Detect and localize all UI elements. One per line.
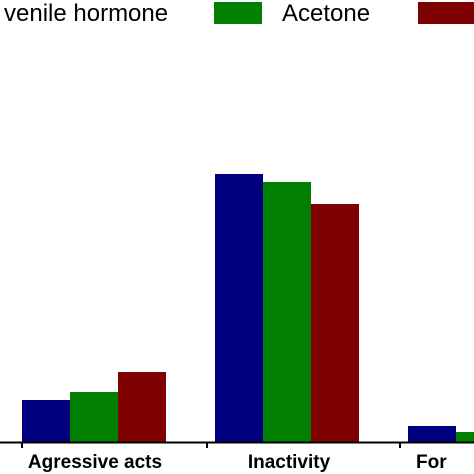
- legend-swatch-third-series: [418, 2, 474, 24]
- bar-for-series-0: [408, 426, 456, 442]
- legend-label-acetone: Acetone: [282, 0, 370, 27]
- bar-agressive-acts-series-2: [118, 372, 166, 442]
- tick-label-for: For: [416, 452, 447, 473]
- bar-inactivity-series-0: [215, 174, 263, 442]
- legend-swatch-acetone: [214, 2, 262, 24]
- bar-agressive-acts-series-1: [70, 392, 118, 442]
- tick-label-agressive-acts: Agressive acts: [28, 452, 162, 473]
- bars-group: [22, 174, 474, 442]
- x-axis-tick-labels: Agressive acts Inactivity For: [28, 452, 447, 473]
- bar-agressive-acts-series-0: [22, 400, 70, 442]
- bar-inactivity-series-2: [311, 204, 359, 442]
- x-axis-ticks: [21, 442, 401, 448]
- bar-for-series-1: [456, 432, 474, 442]
- tick-label-inactivity: Inactivity: [248, 452, 331, 473]
- bar-inactivity-series-1: [263, 182, 311, 442]
- legend: venile hormone Acetone: [4, 0, 474, 27]
- legend-label-juvenile-hormone: venile hormone: [4, 0, 168, 27]
